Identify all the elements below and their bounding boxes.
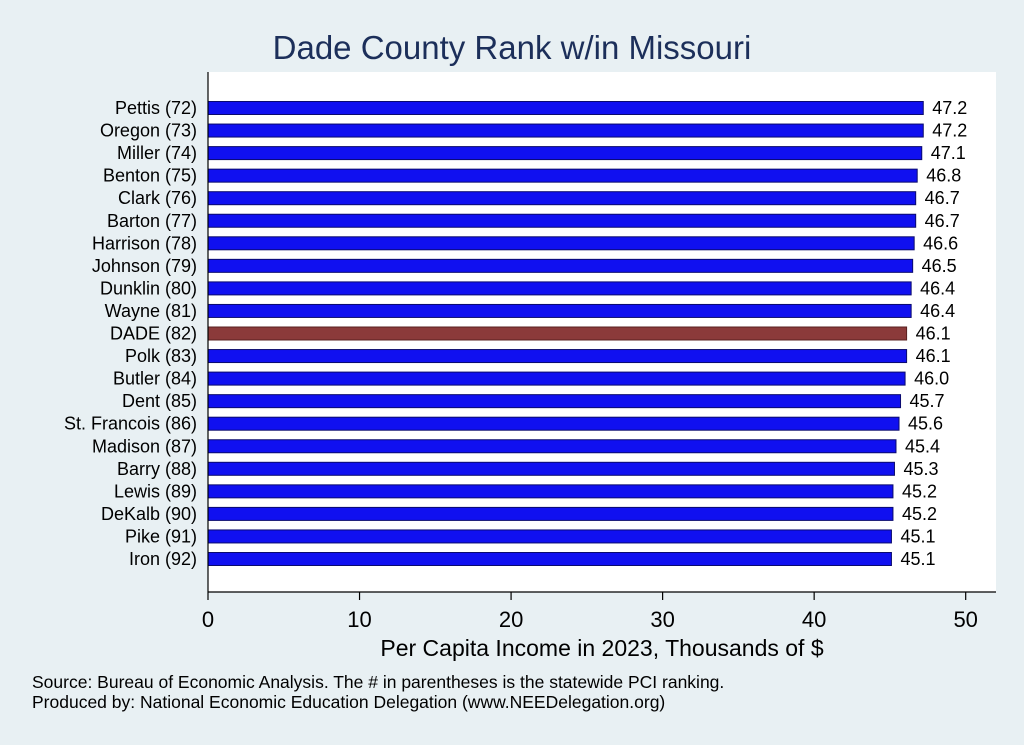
- bars-group: [207, 101, 924, 566]
- category-label: Lewis (89): [114, 481, 197, 501]
- chart-title: Dade County Rank w/in Missouri: [273, 29, 752, 66]
- x-tick-label: 0: [202, 607, 214, 632]
- value-label: 45.2: [902, 504, 937, 524]
- category-label: Clark (76): [118, 188, 197, 208]
- value-label: 46.8: [926, 166, 961, 186]
- category-label: Iron (92): [129, 549, 197, 569]
- value-label: 46.1: [916, 324, 951, 344]
- value-label: 46.7: [925, 188, 960, 208]
- bar: [207, 461, 895, 476]
- value-label: 46.5: [922, 256, 957, 276]
- category-label: Barry (88): [117, 459, 197, 479]
- value-labels-group: 47.247.247.146.846.746.746.646.546.446.4…: [900, 98, 967, 569]
- value-label: 46.1: [916, 346, 951, 366]
- x-ticks-group: 0 10 20 30 40 50: [202, 592, 978, 632]
- category-label: Madison (87): [92, 436, 197, 456]
- category-label: Pettis (72): [115, 98, 197, 118]
- bar: [207, 529, 892, 544]
- category-label: Miller (74): [117, 143, 197, 163]
- value-label: 45.1: [900, 526, 935, 546]
- bar: [207, 303, 912, 318]
- value-label: 46.4: [920, 278, 955, 298]
- x-tick-label: 10: [347, 607, 371, 632]
- bar: [207, 416, 900, 431]
- category-label: Johnson (79): [92, 256, 197, 276]
- category-label: Barton (77): [107, 211, 197, 231]
- value-label: 47.2: [932, 121, 967, 141]
- value-label: 45.2: [902, 481, 937, 501]
- category-label: Pike (91): [125, 526, 197, 546]
- category-label: DADE (82): [110, 324, 197, 344]
- produced-by-note: Produced by: National Economic Education…: [32, 692, 666, 712]
- bar: [207, 281, 912, 296]
- bar: [207, 349, 908, 364]
- value-label: 46.7: [925, 211, 960, 231]
- category-label: DeKalb (90): [101, 504, 197, 524]
- bar: [207, 123, 924, 138]
- bar: [207, 484, 894, 499]
- x-tick-label: 30: [650, 607, 674, 632]
- bar: [207, 258, 914, 273]
- category-label: Dent (85): [122, 391, 197, 411]
- bar: [207, 326, 908, 341]
- category-label: Polk (83): [125, 346, 197, 366]
- value-label: 47.1: [931, 143, 966, 163]
- value-label: 46.0: [914, 369, 949, 389]
- bar: [207, 552, 892, 566]
- bar: [207, 394, 902, 409]
- bar: [207, 236, 915, 251]
- bar: [207, 439, 897, 454]
- source-note: Source: Bureau of Economic Analysis. The…: [32, 672, 725, 692]
- category-label: Oregon (73): [100, 121, 197, 141]
- x-tick-label: 50: [953, 607, 977, 632]
- category-label: Dunklin (80): [100, 278, 197, 298]
- x-tick-label: 40: [802, 607, 826, 632]
- x-axis-title: Per Capita Income in 2023, Thousands of …: [380, 635, 823, 661]
- bar: [207, 168, 918, 183]
- bar: [207, 371, 906, 386]
- bar: [207, 146, 923, 161]
- category-label: Benton (75): [103, 166, 197, 186]
- category-label: Wayne (81): [105, 301, 197, 321]
- value-label: 47.2: [932, 98, 967, 118]
- category-label: St. Francois (86): [64, 414, 197, 434]
- value-label: 46.4: [920, 301, 955, 321]
- x-tick-label: 20: [499, 607, 523, 632]
- value-label: 45.6: [908, 414, 943, 434]
- value-label: 45.4: [905, 436, 940, 456]
- value-label: 46.6: [923, 233, 958, 253]
- bar: [207, 101, 924, 115]
- value-label: 45.7: [910, 391, 945, 411]
- bar: [207, 213, 917, 228]
- category-label: Butler (84): [113, 369, 197, 389]
- category-labels-group: Pettis (72) Oregon (73)Miller (74) Benton …: [64, 98, 197, 569]
- value-label: 45.3: [903, 459, 938, 479]
- value-label: 45.1: [900, 549, 935, 569]
- category-label: Harrison (78): [92, 233, 197, 253]
- bar: [207, 506, 894, 521]
- bar: [207, 191, 917, 206]
